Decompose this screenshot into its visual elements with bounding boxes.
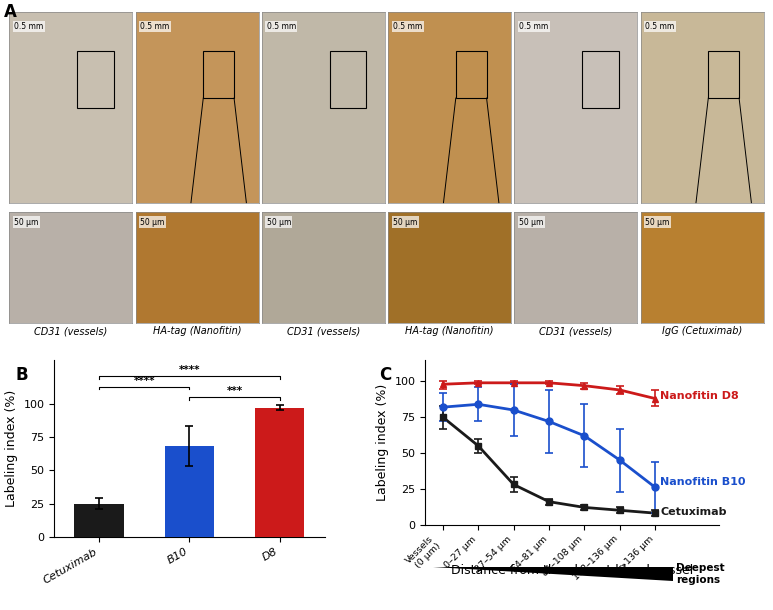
Text: Anti–EGFR Nanofitin B10: Anti–EGFR Nanofitin B10 (314, 0, 459, 1)
Text: 0.5 mm: 0.5 mm (393, 22, 422, 31)
Y-axis label: Labeling index (%): Labeling index (%) (376, 384, 389, 501)
Bar (74, 503, 124, 537)
Text: 50 μm: 50 μm (519, 218, 543, 227)
Text: 50 μm: 50 μm (141, 218, 165, 227)
Text: 0.5 mm: 0.5 mm (645, 22, 675, 31)
Bar (329, 51, 366, 107)
Text: 0.5 mm: 0.5 mm (267, 22, 296, 31)
Text: Deepest
regions: Deepest regions (676, 563, 725, 585)
Text: Nanofitin D8: Nanofitin D8 (660, 390, 739, 401)
Text: ****: **** (179, 365, 200, 375)
Text: 50 μm: 50 μm (14, 218, 39, 227)
Text: 50 μm: 50 μm (645, 218, 670, 227)
Text: Nanofitin B10: Nanofitin B10 (660, 476, 746, 487)
Text: 0.5 mm: 0.5 mm (519, 22, 549, 31)
Text: ***: *** (226, 387, 243, 396)
Text: B: B (15, 366, 28, 384)
Text: Cetuximab: Cetuximab (607, 0, 671, 1)
Bar (77, 51, 114, 107)
Text: Cetuximab: Cetuximab (660, 507, 727, 517)
Text: CD31 (vessels): CD31 (vessels) (287, 326, 360, 336)
Text: CD31 (vessels): CD31 (vessels) (540, 326, 612, 336)
Text: 0.5 mm: 0.5 mm (141, 22, 170, 31)
Y-axis label: Labeling index (%): Labeling index (%) (5, 390, 18, 507)
Text: CD31 (vessels): CD31 (vessels) (34, 326, 107, 336)
Text: IgG (Cetuximab): IgG (Cetuximab) (662, 326, 742, 336)
Bar (255, 407, 305, 537)
Text: Distance from the closest blood vessel: Distance from the closest blood vessel (451, 564, 693, 577)
Text: 50 μm: 50 μm (267, 218, 291, 227)
Text: A: A (4, 3, 17, 21)
Bar (582, 51, 619, 107)
Bar (165, 447, 214, 537)
Text: ****: **** (134, 376, 155, 386)
Text: HA-tag (Nanofitin): HA-tag (Nanofitin) (405, 326, 494, 336)
Text: 50 μm: 50 μm (393, 218, 417, 227)
Text: C: C (379, 366, 391, 384)
Text: 0.5 mm: 0.5 mm (14, 22, 43, 31)
Text: Anti–EGFR Nanofitin D8: Anti–EGFR Nanofitin D8 (65, 0, 203, 1)
Text: HA-tag (Nanofitin): HA-tag (Nanofitin) (153, 326, 241, 336)
